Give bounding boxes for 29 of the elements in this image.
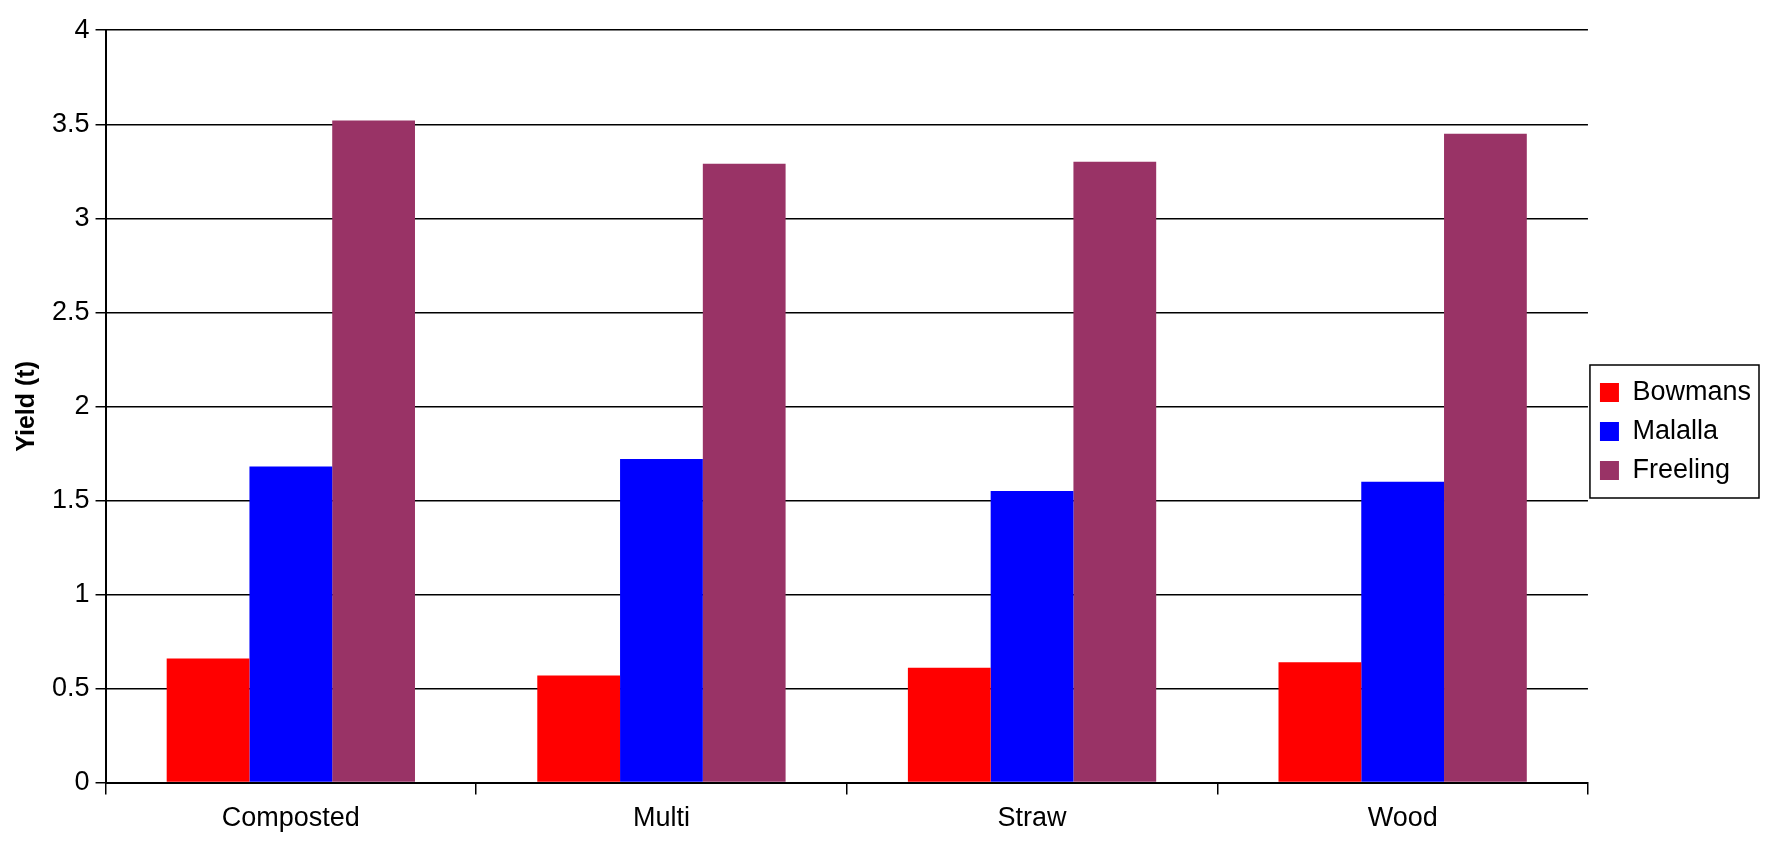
bar <box>166 658 250 782</box>
bar <box>537 675 621 782</box>
bar <box>1444 133 1527 782</box>
y-tick-label: 2.5 <box>51 295 90 326</box>
bar <box>702 163 786 782</box>
legend-label: Freeling <box>1632 453 1730 484</box>
bar <box>990 491 1074 782</box>
bar <box>907 667 991 782</box>
x-tick-label: Multi <box>632 802 690 833</box>
y-tick-label: 1 <box>74 577 90 608</box>
y-axis-title: Yield (t) <box>10 361 39 452</box>
bar <box>249 466 333 782</box>
bar <box>1361 481 1445 782</box>
legend-label: Malalla <box>1632 414 1719 445</box>
y-tick-label: 2 <box>74 389 90 420</box>
legend-label: Bowmans <box>1632 375 1751 406</box>
y-tick-label: 3 <box>74 201 90 232</box>
bar <box>1073 161 1157 782</box>
y-tick-label: 1.5 <box>51 483 90 514</box>
x-tick-label: Wood <box>1367 802 1438 833</box>
y-tick-label: 0.5 <box>51 672 90 702</box>
y-tick-label: 0 <box>74 766 90 797</box>
bar <box>620 459 703 782</box>
x-tick-label: Composted <box>221 802 360 833</box>
y-tick-label: 4 <box>74 13 90 44</box>
bar <box>332 120 415 782</box>
x-tick-label: Straw <box>997 802 1068 833</box>
y-tick-label: 3.5 <box>51 107 90 138</box>
bar <box>1278 662 1362 782</box>
